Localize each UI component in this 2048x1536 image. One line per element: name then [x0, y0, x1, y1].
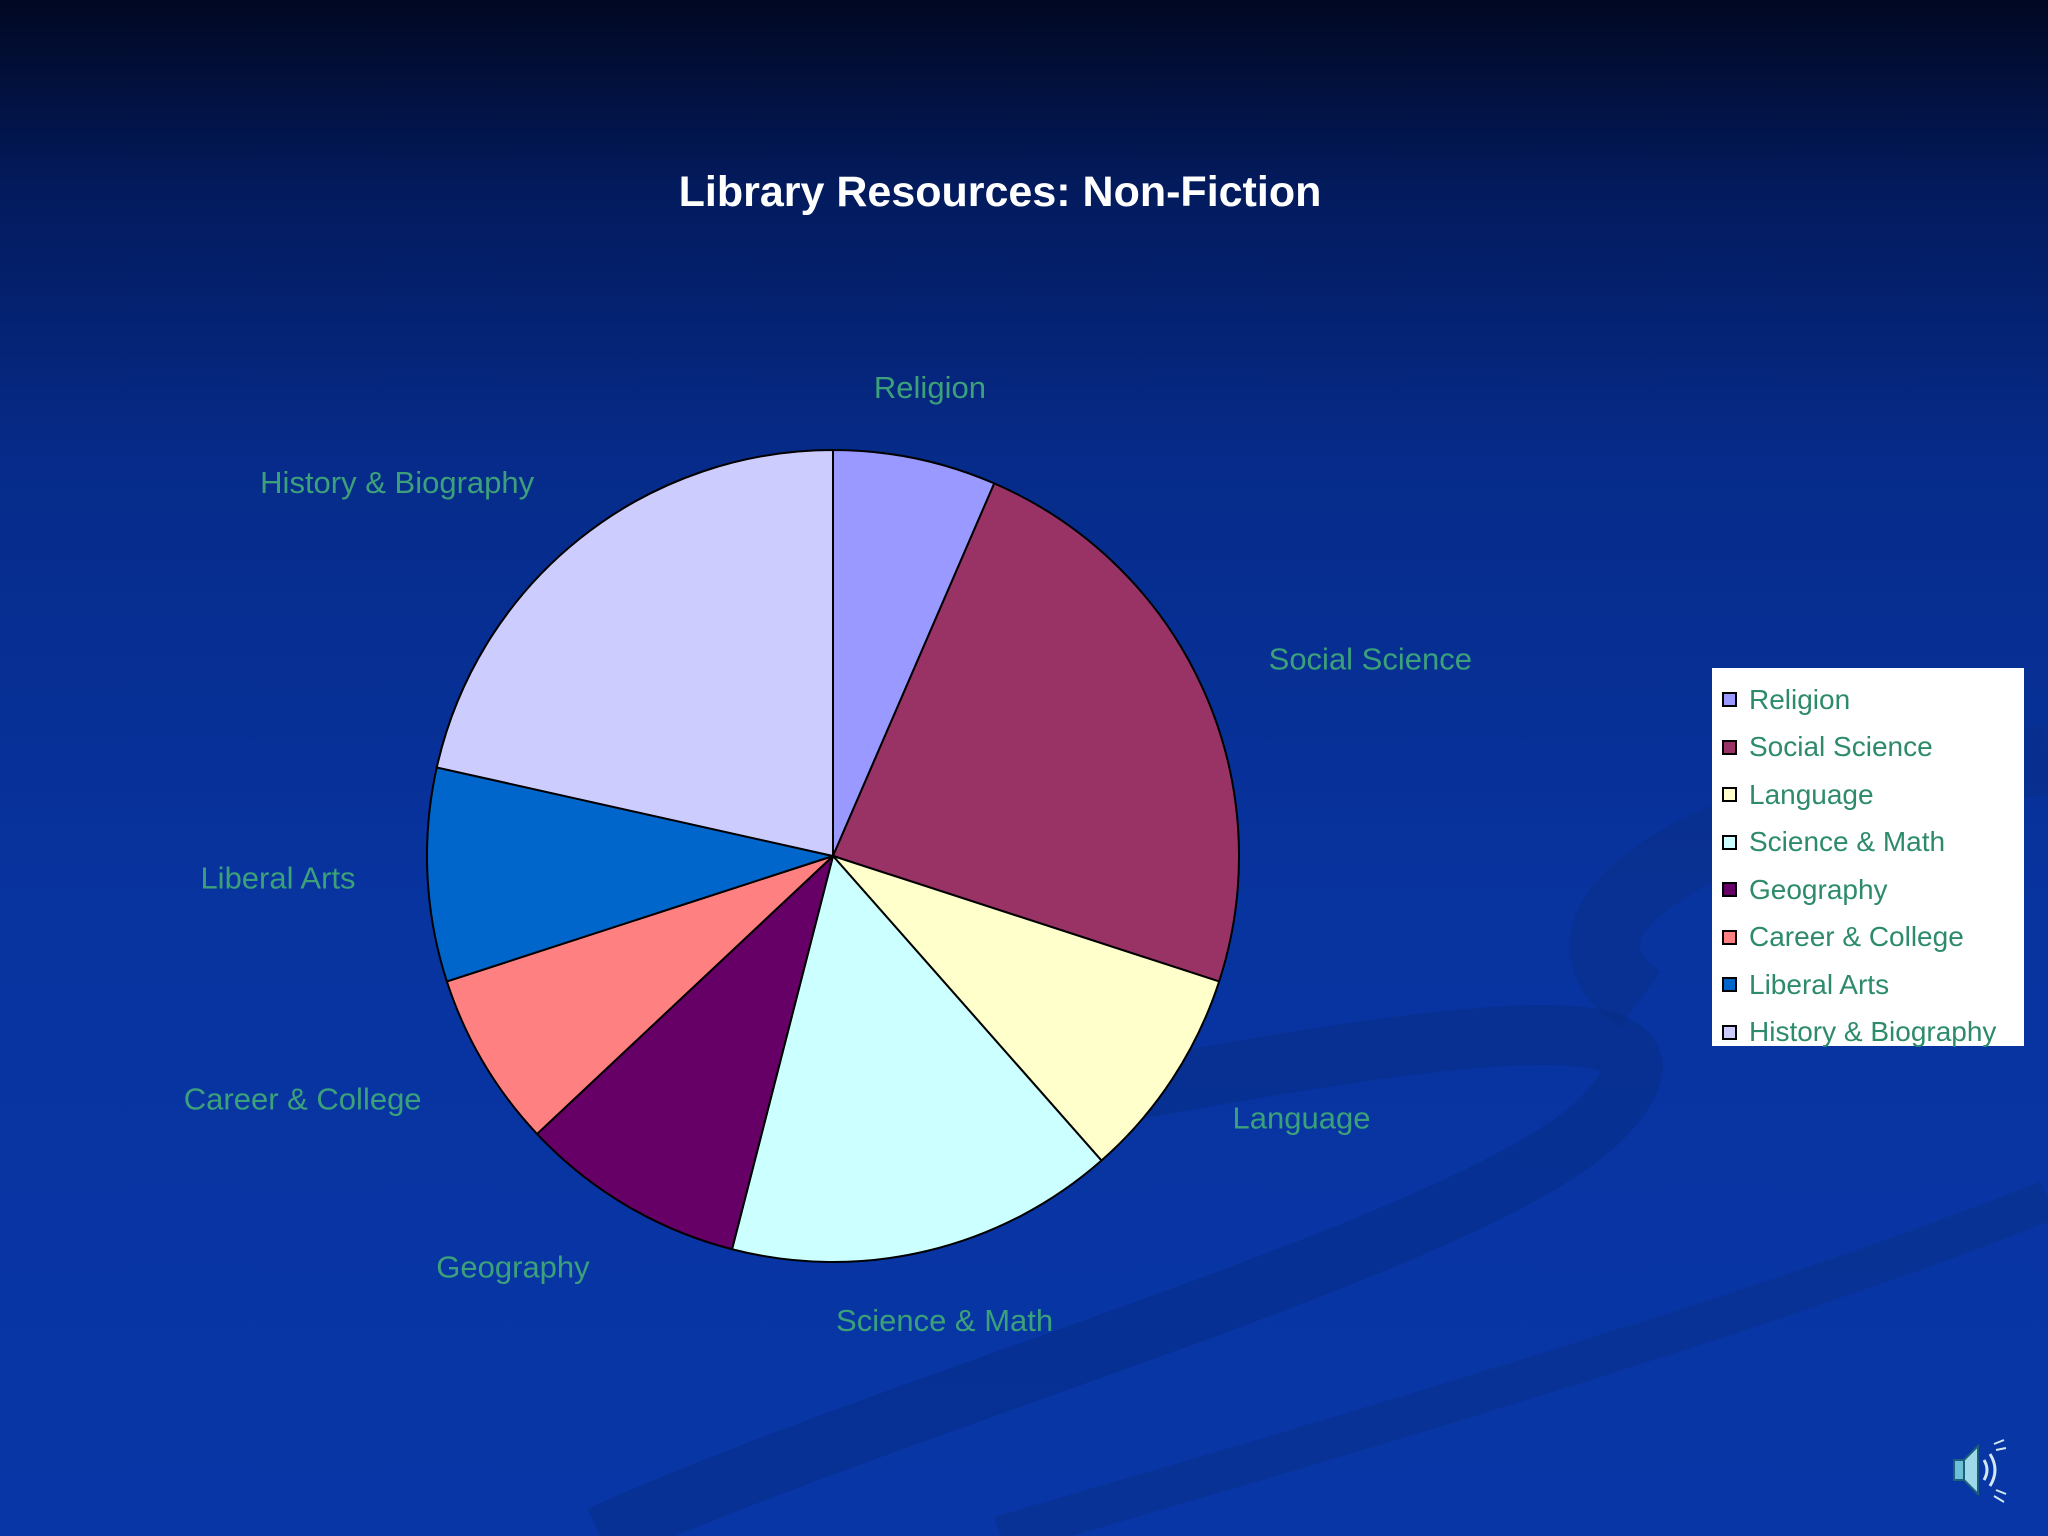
slice-label-religion: Religion [874, 370, 986, 405]
pie-slice-science-math [730, 853, 1103, 1263]
legend-swatch [1722, 929, 1737, 945]
slice-label-history-biography: History & Biography [260, 465, 534, 500]
legend-label: Social Science [1749, 731, 1933, 763]
pie-slice-religion [832, 448, 996, 857]
legend-item: Science & Math [1712, 819, 2024, 867]
legend-item: Career & College [1712, 914, 2024, 962]
legend-label: Geography [1749, 873, 1888, 905]
pie-slice-geography [535, 852, 835, 1251]
slice-label-social-science: Social Science [1269, 641, 1472, 676]
legend-label: History & Biography [1749, 1016, 1997, 1048]
legend-label: Language [1749, 778, 1874, 810]
slice-label-career-college: Career & College [184, 1081, 422, 1116]
legend-swatch [1722, 1024, 1737, 1040]
legend-swatch [1722, 882, 1737, 898]
pie-slice-language [829, 853, 1221, 1162]
slice-label-science-math: Science & Math [836, 1303, 1053, 1338]
slice-label-geography: Geography [436, 1249, 590, 1284]
legend-swatch [1722, 977, 1737, 993]
legend-label: Liberal Arts [1749, 968, 1890, 1000]
chart-legend: Religion Social Science Language Science & … [1712, 668, 2024, 1047]
pie-slice-social-science [831, 482, 1240, 983]
pie-slice-liberal-arts [426, 766, 837, 983]
legend-label: Career & College [1749, 921, 1964, 953]
legend-item: Liberal Arts [1712, 961, 2024, 1009]
legend-item: Language [1712, 771, 2024, 819]
legend-item: Geography [1712, 866, 2024, 914]
legend-swatch [1722, 787, 1737, 803]
legend-label: Science & Math [1749, 826, 1946, 858]
legend-item: Social Science [1712, 724, 2024, 772]
legend-item: Religion [1712, 676, 2024, 724]
slice-label-language: Language [1233, 1100, 1371, 1135]
slice-label-liberal-arts: Liberal Arts [200, 861, 355, 896]
legend-item: History & Biography [1712, 1009, 2024, 1057]
chart-title: Library Resources: Non-Fiction [678, 168, 1322, 216]
legend-label: Religion [1749, 683, 1851, 715]
legend-swatch [1722, 692, 1737, 708]
pie-slice-career-college [445, 855, 834, 1136]
legend-swatch [1722, 834, 1737, 850]
legend-swatch [1722, 739, 1737, 755]
pie-slice-history-biography [435, 448, 834, 858]
speaker-icon[interactable] [1948, 1436, 2008, 1504]
